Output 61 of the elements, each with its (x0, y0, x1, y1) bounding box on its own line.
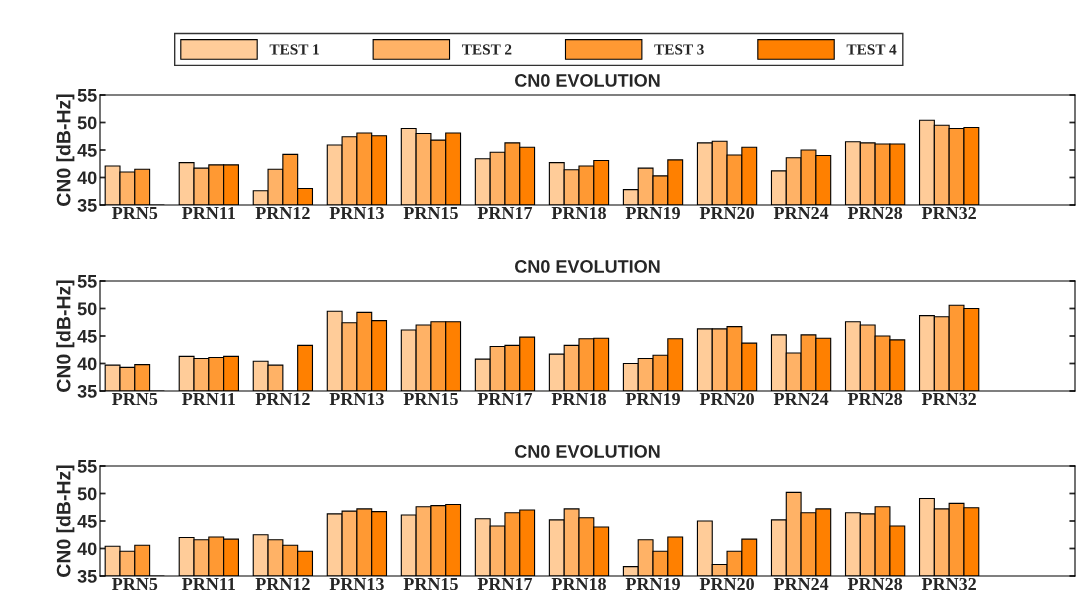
x-tick-label: PRN15 (403, 393, 458, 406)
y-tick-label: 35 (77, 569, 97, 583)
y-tick-label: 55 (77, 460, 97, 473)
x-tick-label: PRN18 (551, 206, 606, 220)
x-tick-label: PRN17 (477, 578, 533, 590)
x-tick-label: PRN15 (403, 578, 458, 591)
chart-title: CN0 EVOLUTION (515, 445, 660, 458)
x-tick-label: PRN18 (551, 577, 606, 591)
y-tick-label: 50 (77, 116, 97, 130)
x-tick-label: PRN17 (477, 207, 533, 219)
y-tick-label: 35 (77, 198, 97, 212)
x-tick-label: PRN32 (921, 577, 976, 591)
x-tick-label: PRN24 (773, 206, 829, 219)
x-tick-label: PRN11 (182, 393, 235, 405)
x-tick-label: PRN12 (255, 392, 310, 405)
x-tick-label: PRN20 (699, 206, 754, 220)
chart-title: CN0 EVOLUTION (515, 260, 660, 273)
y-tick-label: 40 (77, 542, 97, 556)
y-tick-label: 45 (77, 330, 97, 343)
x-tick-label: PRN28 (847, 206, 903, 220)
legend-label: TEST 3 (654, 44, 704, 55)
x-tick-label: PRN19 (625, 392, 680, 406)
legend-label: TEST 4 (846, 44, 897, 55)
x-tick-label: PRN11 (182, 207, 235, 219)
x-tick-label: PRN18 (551, 392, 606, 406)
x-tick-label: PRN13 (329, 392, 384, 406)
x-tick-label: PRN12 (255, 206, 310, 219)
x-tick-label: PRN19 (625, 577, 680, 591)
x-tick-label: PRN28 (847, 577, 903, 591)
y-axis-title: CN0 [dB-Hz] (56, 465, 75, 577)
legend-label: TEST 1 (269, 44, 319, 55)
x-tick-label: PRN5 (112, 207, 158, 220)
x-tick-label: PRN24 (773, 392, 829, 405)
x-tick-label: PRN17 (477, 393, 533, 405)
x-tick-label: PRN32 (921, 206, 976, 220)
x-tick-label: PRN28 (847, 392, 903, 406)
y-tick-label: 40 (77, 357, 97, 371)
y-tick-label: 35 (77, 384, 97, 398)
y-tick-label: 50 (77, 487, 97, 501)
y-tick-label: 45 (77, 515, 97, 528)
y-tick-label: 45 (77, 144, 97, 157)
y-tick-label: 55 (77, 89, 97, 102)
x-tick-label: PRN24 (773, 577, 829, 590)
x-tick-label: PRN13 (329, 206, 384, 220)
x-tick-label: PRN11 (182, 578, 235, 590)
legend-label: TEST 2 (461, 44, 512, 55)
x-tick-label: PRN12 (255, 577, 310, 590)
x-tick-label: PRN32 (921, 392, 976, 406)
x-tick-label: PRN5 (112, 578, 158, 591)
x-tick-label: PRN20 (699, 577, 754, 591)
x-tick-label: PRN20 (699, 392, 754, 406)
y-axis-title: CN0 [dB-Hz] (56, 280, 75, 392)
y-tick-label: 50 (77, 302, 97, 316)
x-tick-label: PRN15 (403, 207, 458, 220)
x-tick-label: PRN5 (112, 393, 158, 406)
x-tick-label: PRN19 (625, 206, 680, 220)
y-axis-title: CN0 [dB-Hz] (56, 94, 75, 206)
y-tick-label: 55 (77, 275, 97, 288)
y-tick-label: 40 (77, 171, 97, 185)
chart-title: CN0 EVOLUTION (515, 74, 660, 87)
x-tick-label: PRN13 (329, 577, 384, 591)
